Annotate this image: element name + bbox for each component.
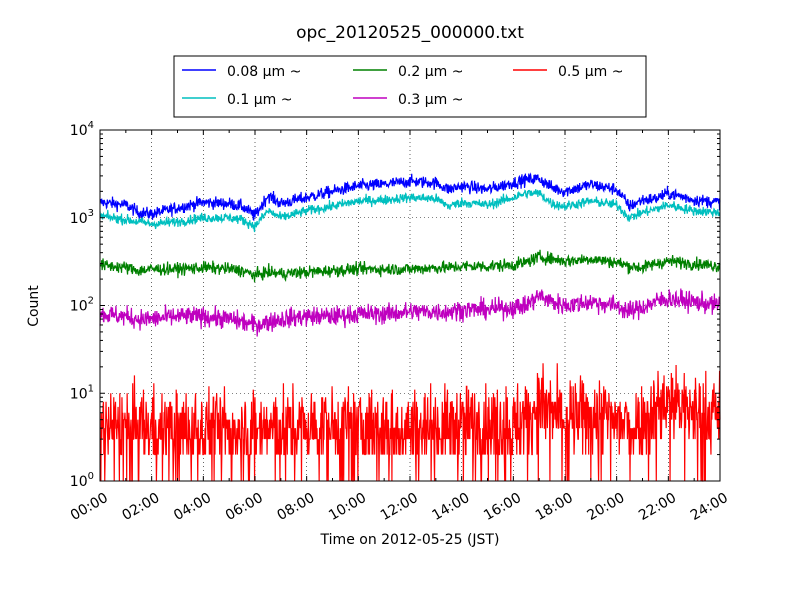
x-tick-label: 12:00 <box>378 490 421 524</box>
legend-label-0.3um: 0.3 μm ~ <box>398 92 463 108</box>
x-tick-label: 22:00 <box>636 490 679 524</box>
series-line-0.1um <box>99 189 721 233</box>
series-line-0.08um <box>99 172 721 222</box>
plot-series <box>99 172 721 482</box>
y-tick-label: 101 <box>70 383 94 402</box>
legend-frame <box>173 55 647 118</box>
x-tick-label: 24:00 <box>688 490 731 524</box>
legend-label-0.1um: 0.1 μm ~ <box>227 92 292 108</box>
x-tick-label: 08:00 <box>275 490 318 524</box>
y-tick-label: 102 <box>70 296 94 315</box>
legend-label-0.08um: 0.08 μm ~ <box>227 64 301 80</box>
y-tick-label: 100 <box>70 471 94 490</box>
x-tick-label: 06:00 <box>223 490 266 524</box>
series-line-0.2um <box>99 249 721 283</box>
legend-label-0.2um: 0.2 μm ~ <box>398 64 463 80</box>
y-tick-label: 103 <box>70 208 94 227</box>
x-tick-label: 14:00 <box>430 490 473 524</box>
x-tick-label: 16:00 <box>481 490 524 524</box>
x-tick-label: 10:00 <box>326 490 369 524</box>
x-tick-labels: 00:00 02:00 04:00 06:00 08:00 10:00 12:00 14:00… <box>68 490 731 524</box>
series-line-0.5um <box>99 363 721 482</box>
chart-title: opc_20120525_000000.txt <box>296 23 524 43</box>
x-tick-label: 02:00 <box>120 490 163 524</box>
x-axis-label: Time on 2012-05-25 (JST) <box>320 532 500 548</box>
ticks <box>99 129 721 482</box>
y-axis-label: Count <box>26 285 42 327</box>
x-tick-label: 04:00 <box>171 490 214 524</box>
series-line-0.3um <box>99 288 721 337</box>
y-tick-labels: 100 101 102 103 104 <box>70 120 94 490</box>
x-tick-label: 20:00 <box>585 490 628 524</box>
legend-label-0.5um: 0.5 μm ~ <box>558 64 623 80</box>
x-tick-label: 00:00 <box>68 490 111 524</box>
x-tick-label: 18:00 <box>533 490 576 524</box>
y-tick-label: 104 <box>70 120 94 139</box>
legend: 0.08 μm ~ 0.1 μm ~ 0.2 μm ~ 0.3 μm ~ 0.5… <box>173 55 647 118</box>
